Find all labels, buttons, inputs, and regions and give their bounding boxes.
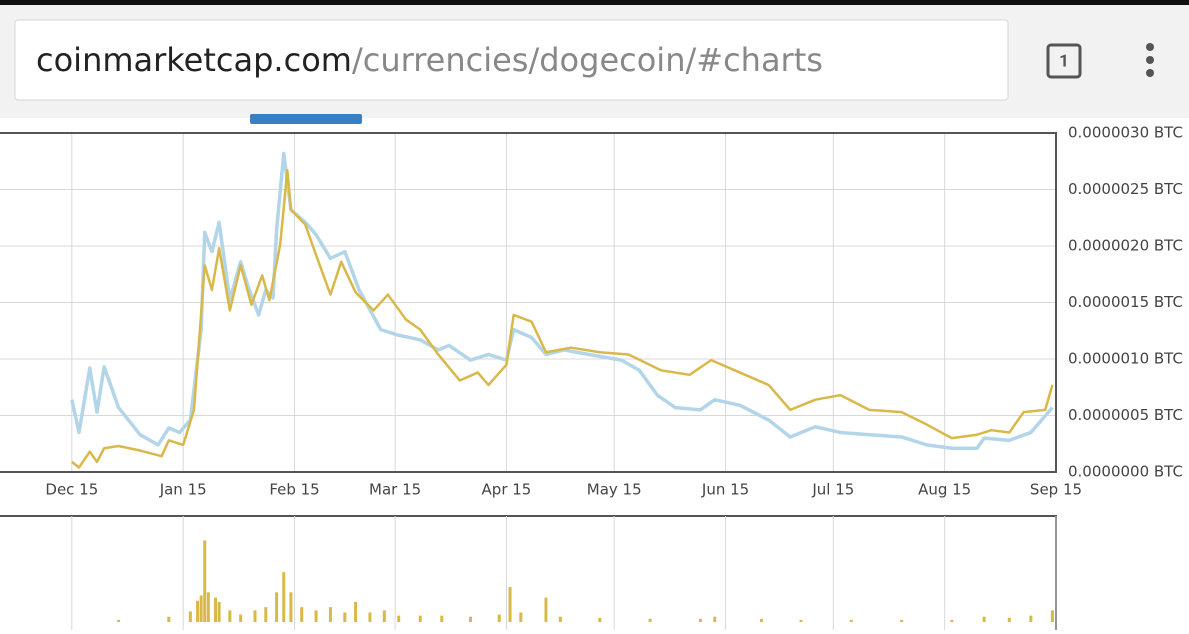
y-tick-label: 0.0000030 BTC [1068,124,1183,142]
volume-bar [519,612,523,622]
volume-bar [199,595,203,622]
x-tick-label: Jan 15 [159,481,207,499]
volume-bar [253,610,257,622]
volume-bar [354,601,358,622]
volume-bar [167,616,171,622]
url[interactable]: coinmarketcap.com/currencies/dogecoin/#c… [36,41,823,79]
x-tick-label: Jun 15 [701,481,749,499]
volume-bar [900,619,904,622]
volume-bar [343,612,347,622]
volume-bar [1029,615,1033,622]
volume-bar [397,615,401,622]
x-tick-label: Feb 15 [269,481,319,499]
x-tick-label: Aug 15 [918,481,971,499]
status-bar [0,0,1189,5]
volume-bar [217,601,221,622]
volume-bar [314,610,318,622]
volume-bar [558,616,562,622]
volume-bar [203,540,207,622]
volume-bar [188,611,192,622]
url-path: /currencies/dogecoin/#charts [352,41,823,79]
volume-bar [418,615,422,622]
menu-dot [1146,43,1154,51]
volume-bar [214,597,218,622]
volume-bar [698,618,702,622]
x-tick-label: Jul 15 [811,481,854,499]
volume-bar [598,617,602,622]
y-tick-label: 0.0000010 BTC [1068,350,1183,368]
price-line [70,151,1054,451]
volume-bar [196,600,200,622]
tab-switcher[interactable] [1046,43,1082,79]
menu-dot [1146,69,1154,77]
x-tick-label: May 15 [587,481,642,499]
volume-bar [497,614,501,622]
volume-bar [1007,617,1011,622]
volume-bar [849,619,853,622]
y-tick-label: 0.0000020 BTC [1068,237,1183,255]
menu-dot [1146,56,1154,64]
x-tick-label: Sep 15 [1030,481,1082,499]
volume-bar [982,616,986,622]
volume-bar [440,615,444,622]
volume-bar [282,572,286,622]
y-tick-label: 0.0000025 BTC [1068,180,1183,198]
price-chart: 0.0000000 BTC 0.0000005 BTC 0.0000010 BTC 0… [0,124,1183,499]
range-tab[interactable] [250,114,362,124]
url-box[interactable] [14,19,1009,101]
plot-frame [0,132,1057,473]
x-tick-label: Apr 15 [482,481,532,499]
volume-bar [206,592,210,622]
price-line [71,169,1054,469]
volume-bar [289,592,293,622]
volume-bar [799,619,803,622]
volume-bar [544,597,548,622]
volume-bar [264,607,268,622]
x-tick-label: Mar 15 [369,481,421,499]
volume-bar [117,619,121,622]
volume-bar [1050,610,1054,622]
volume-bar [648,618,652,622]
tab-count: 1 [1059,51,1069,71]
volume-bar [508,587,512,622]
volume-bar [228,610,232,622]
volume-bar [713,616,717,622]
volume-area [0,515,1057,634]
volume-bar [950,619,954,622]
volume-bar [382,610,386,622]
menu-button[interactable] [1146,43,1154,77]
volume-bar [328,607,332,622]
volume-bar [469,616,473,622]
y-tick-label: 0.0000005 BTC [1068,406,1183,424]
x-tick-label: Dec 15 [45,481,98,499]
y-tick-label: 0.0000000 BTC [1068,463,1183,481]
volume-bar [759,618,763,622]
volume-bar [275,592,279,622]
volume-chart [0,515,1057,634]
url-domain: coinmarketcap.com [36,41,352,79]
volume-bar [300,607,304,622]
volume-bar [239,614,243,622]
y-tick-label: 0.0000015 BTC [1068,293,1183,311]
volume-bar [368,612,372,622]
